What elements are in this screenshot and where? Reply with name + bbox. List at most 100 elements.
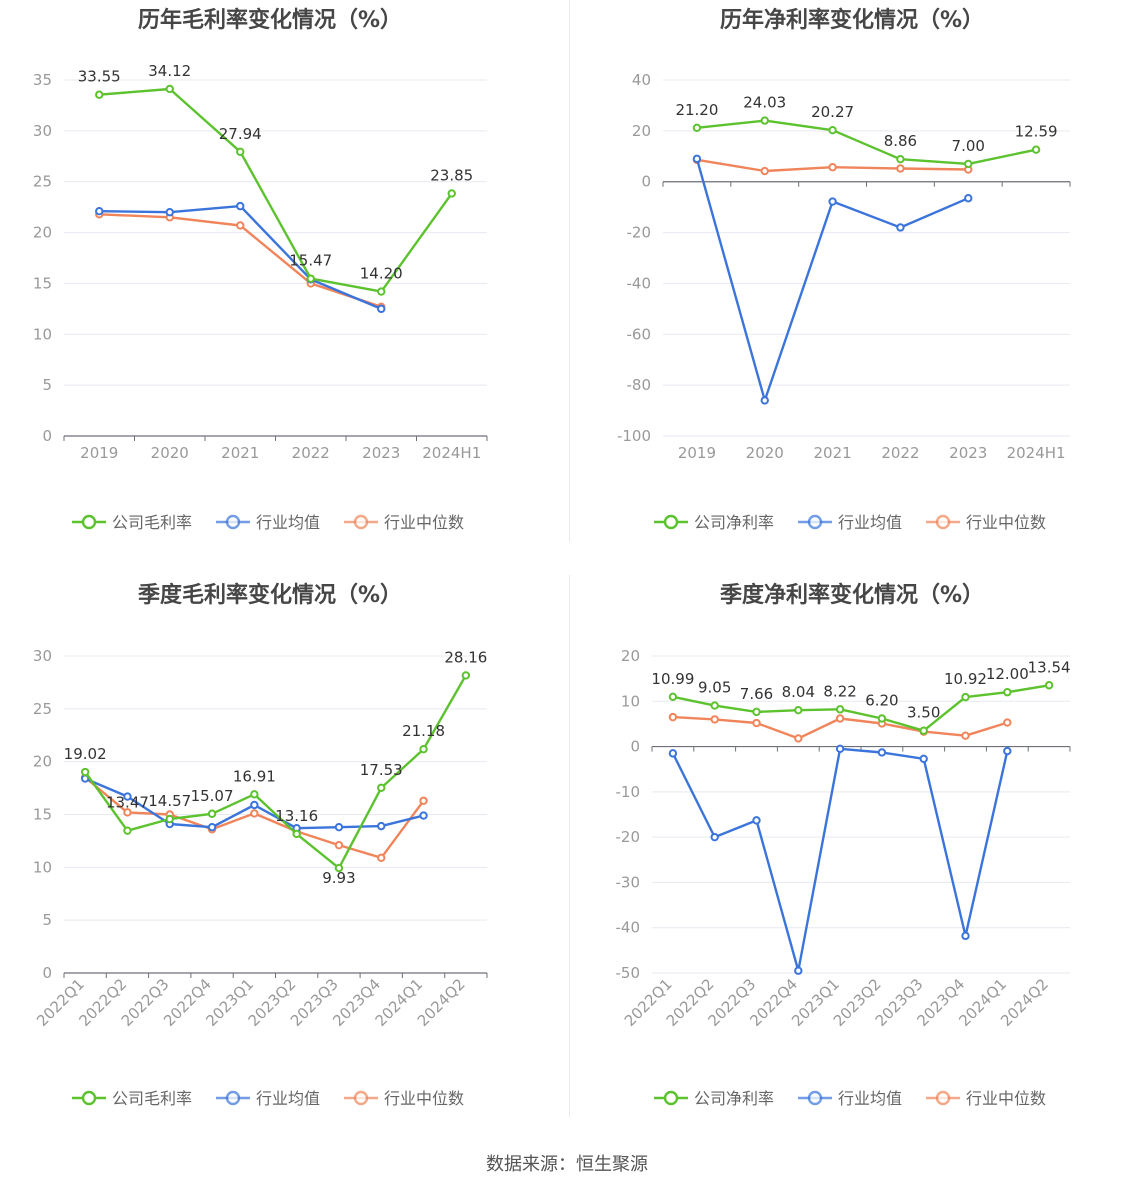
data-point-avg[interactable] <box>760 396 769 405</box>
data-point-avg[interactable] <box>377 821 386 831</box>
data-point-avg[interactable] <box>919 754 928 763</box>
data-point-company[interactable] <box>668 692 678 702</box>
legend-item-company[interactable]: 公司毛利率 <box>72 1089 192 1108</box>
y-tick-label: 10 <box>621 692 640 710</box>
data-point-company[interactable] <box>961 692 970 702</box>
data-point-avg[interactable] <box>877 748 887 757</box>
legend-marker <box>353 1090 369 1106</box>
legend-item-avg[interactable]: 行业均值 <box>798 1089 902 1108</box>
data-point-median[interactable] <box>377 853 386 863</box>
legend-item-median[interactable]: 行业中位数 <box>926 513 1046 532</box>
x-tick-label: 2022 <box>881 444 919 462</box>
data-point-company[interactable] <box>877 714 887 723</box>
legend-item-avg[interactable]: 行业均值 <box>216 1089 320 1108</box>
x-tick-label: 2021 <box>813 444 851 462</box>
data-point-company[interactable] <box>760 116 769 125</box>
data-point-avg[interactable] <box>692 154 702 164</box>
data-point-company[interactable] <box>207 809 217 818</box>
data-label: 3.50 <box>907 704 940 722</box>
data-point-avg[interactable] <box>668 749 678 758</box>
data-point-company[interactable] <box>794 705 803 715</box>
y-tick-label: 30 <box>33 647 52 665</box>
data-point-avg[interactable] <box>95 207 104 216</box>
data-point-avg[interactable] <box>165 208 174 217</box>
data-point-company[interactable] <box>419 744 428 754</box>
legend-item-company[interactable]: 公司净利率 <box>654 513 774 532</box>
data-point-median[interactable] <box>236 221 245 230</box>
legend-item-median[interactable]: 行业中位数 <box>926 1089 1046 1108</box>
data-point-company[interactable] <box>461 671 471 680</box>
data-point-avg[interactable] <box>1003 746 1012 756</box>
data-point-company[interactable] <box>964 159 973 169</box>
data-point-avg[interactable] <box>377 304 386 314</box>
data-point-company[interactable] <box>896 154 905 164</box>
data-point-median[interactable] <box>250 809 259 818</box>
legend-item-median[interactable]: 行业中位数 <box>344 513 464 532</box>
data-point-company[interactable] <box>752 707 761 717</box>
data-point-avg[interactable] <box>710 832 719 842</box>
data-label: 9.05 <box>698 679 731 697</box>
data-label: 17.53 <box>360 761 403 779</box>
data-point-company[interactable] <box>1031 145 1041 154</box>
data-point-company[interactable] <box>80 767 90 777</box>
data-point-company[interactable] <box>1044 681 1054 690</box>
data-point-median[interactable] <box>334 840 344 850</box>
data-point-avg[interactable] <box>794 966 803 975</box>
data-point-company[interactable] <box>828 125 837 135</box>
data-point-company[interactable] <box>919 726 928 735</box>
data-point-avg[interactable] <box>896 223 905 232</box>
data-point-company[interactable] <box>250 790 259 799</box>
data-label: 12.59 <box>1015 123 1058 141</box>
data-point-median[interactable] <box>668 712 678 722</box>
legend-item-company[interactable]: 公司净利率 <box>654 1089 774 1108</box>
data-label: 15.07 <box>191 787 234 805</box>
legend-item-company[interactable]: 公司毛利率 <box>72 513 192 532</box>
data-point-company[interactable] <box>334 863 344 873</box>
data-point-avg[interactable] <box>334 822 344 832</box>
data-point-company[interactable] <box>1003 688 1012 697</box>
data-point-company[interactable] <box>377 287 386 296</box>
data-point-avg[interactable] <box>236 201 245 211</box>
legend-marker <box>807 514 823 530</box>
legend-item-median[interactable]: 行业中位数 <box>344 1089 464 1108</box>
x-tick-label: 2020 <box>746 444 784 462</box>
data-point-avg[interactable] <box>752 816 761 825</box>
data-point-avg[interactable] <box>964 194 973 203</box>
data-point-avg[interactable] <box>250 800 259 810</box>
data-point-avg[interactable] <box>835 744 845 754</box>
legend-item-avg[interactable]: 行业均值 <box>216 513 320 532</box>
data-point-avg[interactable] <box>123 792 132 801</box>
data-point-median[interactable] <box>896 164 905 173</box>
data-point-avg[interactable] <box>419 811 428 820</box>
data-point-avg[interactable] <box>207 822 217 832</box>
data-point-company[interactable] <box>165 84 174 94</box>
data-point-median[interactable] <box>835 714 845 723</box>
data-point-company[interactable] <box>710 701 719 710</box>
data-point-company[interactable] <box>377 783 386 792</box>
data-point-median[interactable] <box>710 715 719 724</box>
data-point-median[interactable] <box>123 808 132 817</box>
data-point-median[interactable] <box>794 734 803 743</box>
data-point-company[interactable] <box>835 705 845 714</box>
chart-title: 历年净利率变化情况（%） <box>720 7 984 33</box>
data-point-avg[interactable] <box>961 931 970 941</box>
x-tick-label: 2022 <box>292 444 330 462</box>
data-point-company[interactable] <box>236 147 245 157</box>
data-point-median[interactable] <box>419 796 428 805</box>
data-point-median[interactable] <box>760 166 769 176</box>
data-point-company[interactable] <box>692 123 702 133</box>
data-point-company[interactable] <box>95 90 104 99</box>
data-point-avg[interactable] <box>828 197 837 206</box>
y-tick-label: 10 <box>33 858 52 876</box>
legend-item-avg[interactable]: 行业均值 <box>798 513 902 532</box>
data-label: 14.57 <box>148 792 191 810</box>
data-point-median[interactable] <box>1003 718 1012 727</box>
data-point-company[interactable] <box>306 274 315 283</box>
data-point-median[interactable] <box>828 163 837 172</box>
data-point-company[interactable] <box>123 826 132 835</box>
data-point-company[interactable] <box>165 814 174 824</box>
data-point-median[interactable] <box>752 718 761 728</box>
data-point-company[interactable] <box>447 189 456 198</box>
data-point-median[interactable] <box>961 731 970 740</box>
data-point-company[interactable] <box>292 829 301 839</box>
